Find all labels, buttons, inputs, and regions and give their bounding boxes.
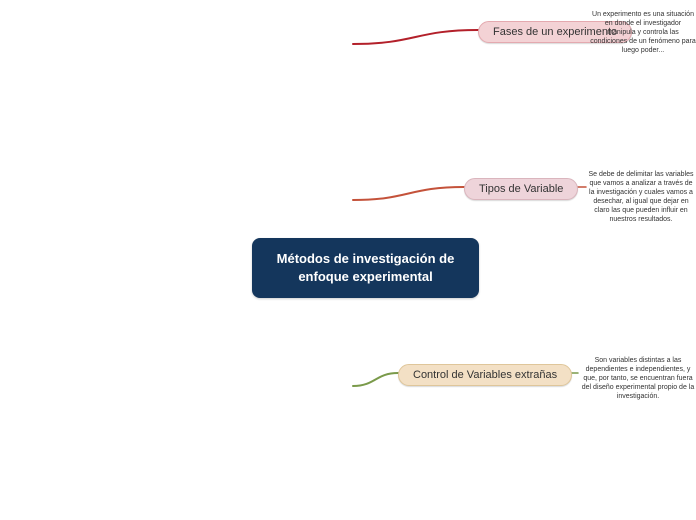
node-desc-fases: Un experimento es una situación en donde…	[590, 10, 696, 55]
central-node: Métodos de investigación de enfoque expe…	[252, 238, 479, 298]
node-control: Control de Variables extrañas	[398, 364, 572, 386]
node-desc-control: Son variables distintas a las dependient…	[580, 356, 696, 401]
central-label: Métodos de investigación de enfoque expe…	[277, 251, 455, 284]
node-tipos: Tipos de Variable	[464, 178, 578, 200]
node-label: Tipos de Variable	[479, 183, 563, 195]
node-desc-tipos: Se debe de delimitar las variables que v…	[586, 170, 696, 225]
node-label: Control de Variables extrañas	[413, 369, 557, 381]
